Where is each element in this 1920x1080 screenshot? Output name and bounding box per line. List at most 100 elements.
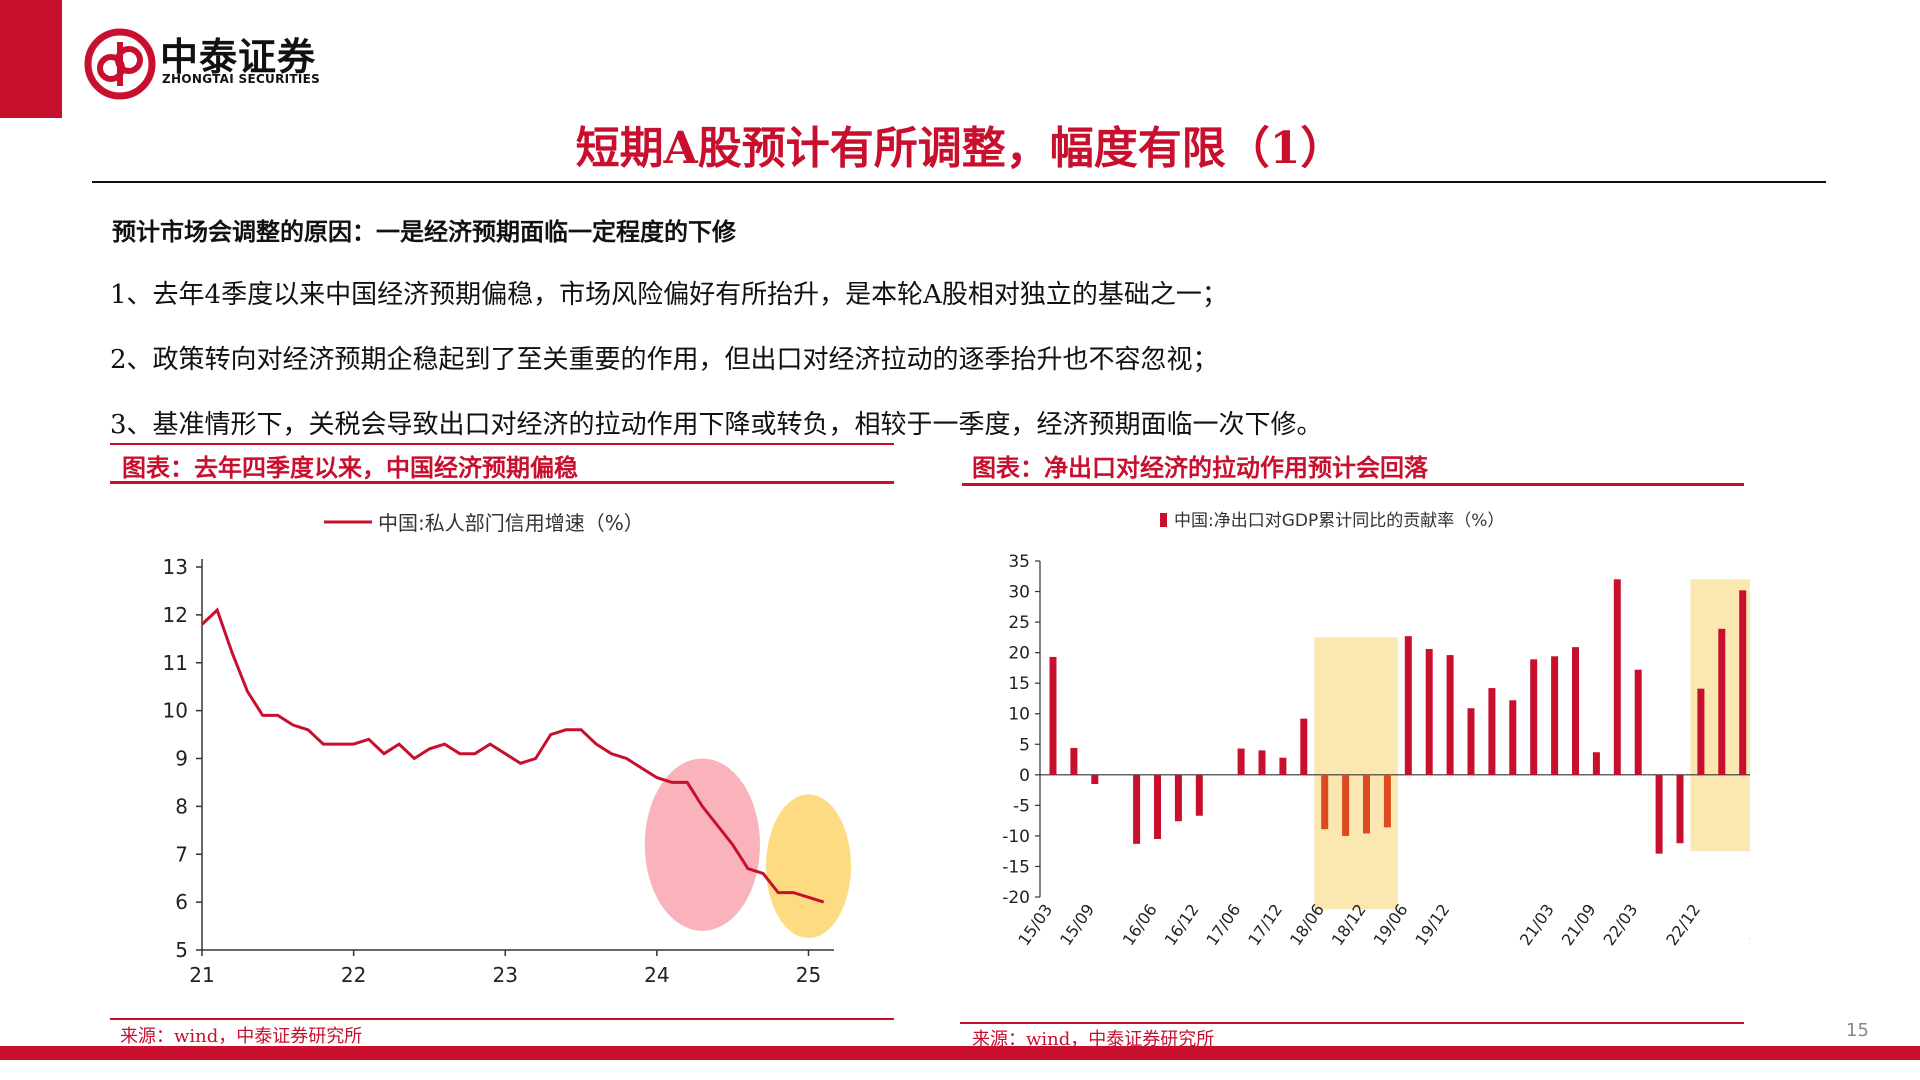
left-chart-highlights <box>644 758 851 939</box>
bar-22-03 <box>1634 669 1642 775</box>
y-tick-label: -20 <box>1002 888 1030 908</box>
right-chart-heading: 图表：净出口对经济的拉动作用预计会回落 <box>972 454 1428 482</box>
bar-15-09 <box>1091 774 1099 784</box>
y-tick-label: 30 <box>1008 583 1030 603</box>
left-chart-source: 来源：wind，中泰证券研究所 <box>120 1026 363 1047</box>
bar-21-12 <box>1613 579 1621 775</box>
page-number: 15 <box>1846 1020 1869 1041</box>
lead-statement: 预计市场会调整的原因：一是经济预期面临一定程度的下修 <box>112 218 736 246</box>
y-tick-label: 7 <box>175 842 188 866</box>
x-tick-label: 19/12 <box>1411 900 1453 949</box>
bar-17-09 <box>1258 750 1266 775</box>
brand-name-en: ZHONGTAI SECURITIES <box>162 72 321 86</box>
left-chart-legend: 中国:私人部门信用增速（%） <box>324 511 644 535</box>
x-tick-label: 21 <box>189 963 214 987</box>
point-1: 1、去年4季度以来中国经济预期偏稳，市场风险偏好有所抬升，是本轮A股相对独立的基… <box>110 280 1228 310</box>
bar-16-09 <box>1174 774 1182 822</box>
bar-18-03 <box>1300 718 1308 775</box>
x-tick-label: 24 <box>644 963 669 987</box>
left-chart-heading-rule <box>110 481 894 484</box>
y-tick-label: 5 <box>1019 735 1030 755</box>
x-tick-label: 25 <box>796 963 821 987</box>
bar-19-03 <box>1383 774 1391 828</box>
legend-label: 中国:净出口对GDP累计同比的贡献率（%） <box>1174 511 1504 531</box>
bar-17-06 <box>1237 748 1245 775</box>
x-tick-label: 17/12 <box>1244 900 1286 949</box>
legend-label: 中国:私人部门信用增速（%） <box>378 511 644 535</box>
legend-bar-swatch <box>1160 513 1167 527</box>
bar-22-12 <box>1697 688 1705 775</box>
bar-23-06 <box>1739 590 1747 775</box>
bar-15-06 <box>1070 747 1078 775</box>
y-tick-label: 35 <box>1008 552 1030 572</box>
point-2: 2、政策转向对经济预期企稳起到了至关重要的作用，但出口对经济拉动的逐季抬升也不容… <box>110 345 1219 375</box>
y-tick-label: -5 <box>1013 796 1030 816</box>
y-tick-label: 5 <box>175 938 188 962</box>
slide-title: 短期A股预计有所调整，幅度有限（1） <box>575 123 1345 174</box>
y-tick-label: 9 <box>175 747 188 771</box>
x-tick-label: 22/03 <box>1599 900 1641 949</box>
zhongtai-logo-icon <box>84 28 156 100</box>
bar-20-06 <box>1488 688 1496 775</box>
y-tick-label: 8 <box>175 794 188 818</box>
right-chart-bars <box>1049 579 1747 854</box>
bar-18-12 <box>1363 774 1370 834</box>
x-tick-label: 23 <box>493 963 518 987</box>
bar-19-06 <box>1404 636 1412 775</box>
bar-23-03 <box>1718 628 1726 775</box>
y-tick-label: 25 <box>1008 613 1030 633</box>
right-chart-y-ticks: 35 30 25 20 15 10 5 0 -5 -10 -15 -20 <box>1002 552 1040 908</box>
bar-21-03 <box>1551 656 1559 775</box>
x-tick-label: 23/12 <box>1746 900 1750 949</box>
right-chart-heading-rule <box>962 483 1744 486</box>
y-tick-label: 11 <box>163 651 188 675</box>
x-tick-label: 17/06 <box>1202 900 1244 949</box>
bar-20-03 <box>1467 708 1475 775</box>
x-tick-label: 21/09 <box>1558 900 1600 949</box>
y-tick-label: 13 <box>163 555 188 579</box>
bar-22-09 <box>1676 774 1684 844</box>
right-bar-chart: 中国:净出口对GDP累计同比的贡献率（%） 35 30 25 20 15 10 5 0 -5 -1… <box>1002 511 1750 949</box>
bar-17-12 <box>1279 757 1287 775</box>
x-tick-label: 16/12 <box>1161 900 1203 949</box>
bar-20-12 <box>1530 659 1538 775</box>
x-tick-label: 22 <box>341 963 366 987</box>
y-tick-label: -15 <box>1002 857 1030 877</box>
brand-name-cn: 中泰证券 <box>160 35 317 79</box>
series-line-private-credit <box>200 607 825 904</box>
bar-22-06 <box>1655 774 1663 854</box>
bar-16-03 <box>1133 774 1141 844</box>
bar-18-09 <box>1342 774 1350 836</box>
bar-19-12 <box>1446 655 1454 775</box>
y-tick-label: 20 <box>1008 644 1030 664</box>
left-chart-top-rule <box>110 443 894 445</box>
highlight-ellipse-2 <box>766 794 851 939</box>
right-chart-bottom-rule <box>960 1022 1744 1024</box>
x-tick-label: 16/06 <box>1119 900 1161 949</box>
right-chart-source: 来源：wind，中泰证券研究所 <box>972 1029 1215 1050</box>
bar-16-12 <box>1195 774 1203 816</box>
corner-accent <box>0 0 62 118</box>
y-tick-label: 10 <box>163 699 188 723</box>
right-chart-legend: 中国:净出口对GDP累计同比的贡献率（%） <box>1160 511 1504 531</box>
left-chart-y-ticks: 5 6 7 8 9 10 11 12 13 <box>163 555 202 962</box>
left-chart-bottom-rule <box>110 1018 894 1020</box>
y-tick-label: 15 <box>1008 674 1030 694</box>
y-tick-label: 12 <box>163 603 188 627</box>
left-chart-heading: 图表：去年四季度以来，中国经济预期偏稳 <box>122 454 578 482</box>
title-divider <box>92 181 1826 183</box>
bar-21-06 <box>1572 647 1579 775</box>
x-tick-label: 21/03 <box>1516 900 1558 949</box>
y-tick-label: -10 <box>1002 827 1030 847</box>
y-tick-label: 6 <box>175 890 188 914</box>
y-tick-label: 10 <box>1008 705 1030 725</box>
left-chart-x-ticks: 21 22 23 24 25 <box>189 950 821 987</box>
x-tick-label: 22/12 <box>1662 900 1704 949</box>
bar-18-06 <box>1321 774 1329 830</box>
bar-20-09 <box>1509 700 1517 775</box>
bar-21-09 <box>1592 752 1600 775</box>
footer-bar <box>0 1046 1920 1060</box>
y-tick-label: 0 <box>1019 766 1030 786</box>
highlight-band-1 <box>1314 637 1398 910</box>
bar-19-09 <box>1425 648 1433 775</box>
